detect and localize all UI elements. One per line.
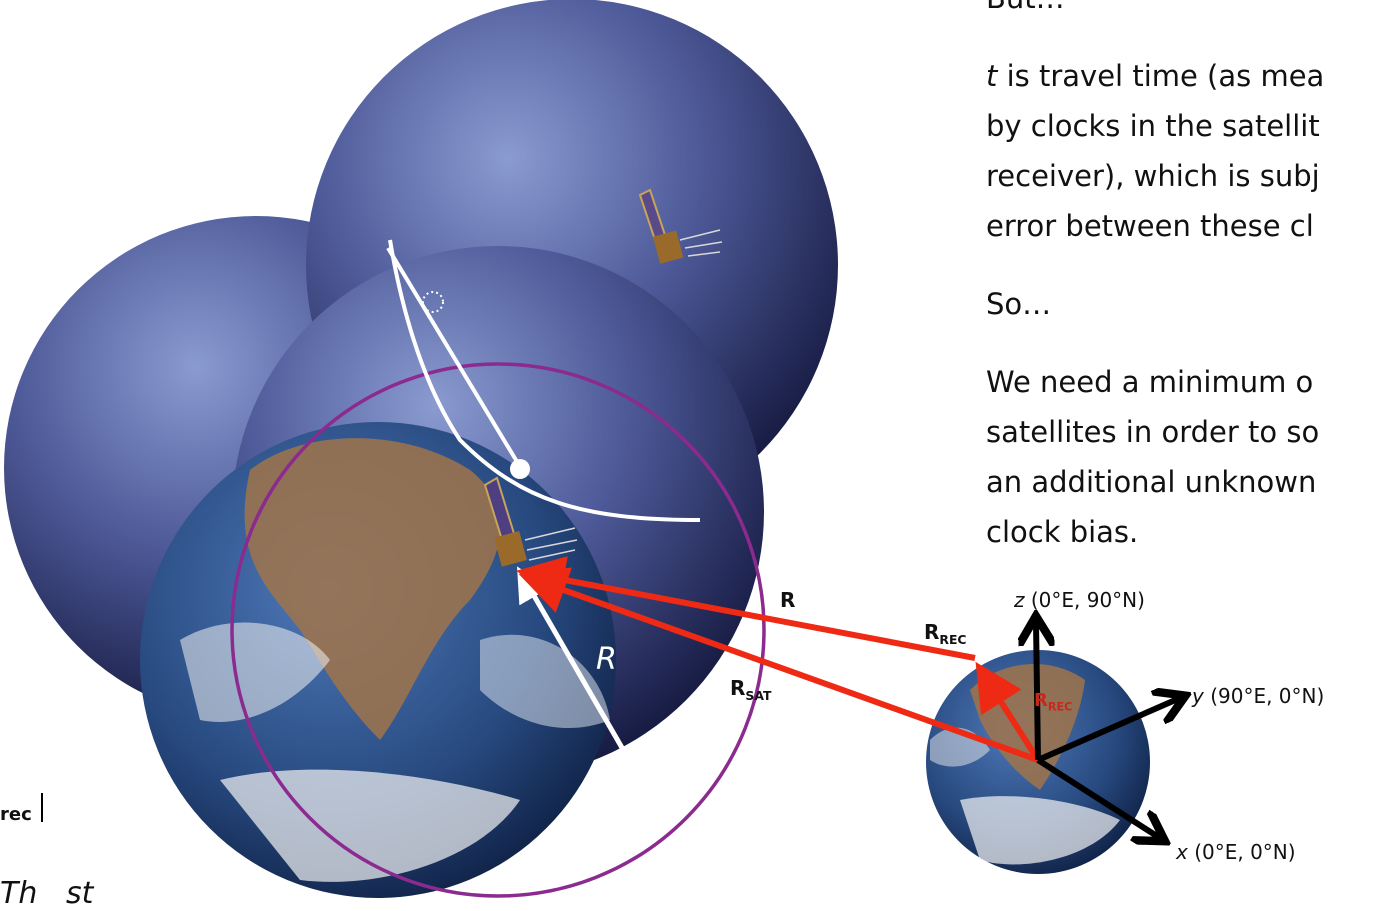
var-t: t	[986, 59, 997, 93]
fragment-rec: rec	[0, 804, 32, 825]
para1-line1-rest: is travel time (as mea	[997, 59, 1324, 93]
text-but: But…	[986, 0, 1065, 18]
label-radius: R	[596, 642, 617, 677]
text-para2-line3: an additional unknown	[986, 462, 1316, 502]
text-para2-line1: We need a minimum o	[986, 362, 1313, 402]
label-y-axis: y (90°E, 0°N)	[1192, 684, 1324, 708]
fragment-bottom-text: Th st	[0, 876, 93, 911]
earth-large-icon	[140, 422, 616, 898]
text-so: So…	[986, 284, 1051, 324]
label-vector-r: R	[780, 588, 795, 612]
text-para1-line1: t is travel time (as mea	[986, 56, 1324, 96]
intersection-point	[510, 459, 530, 479]
label-x-axis: x (0°E, 0°N)	[1176, 840, 1296, 864]
text-para1-line4: error between these cl	[986, 206, 1314, 246]
label-r-sat: RSAT	[730, 676, 771, 703]
label-r-rec: RREC	[924, 620, 967, 647]
text-para1-line3: receiver), which is subj	[986, 156, 1320, 196]
label-r-rec-small: RREC	[1034, 690, 1072, 714]
text-para2-line4: clock bias.	[986, 512, 1138, 552]
label-z-axis: z (0°E, 90°N)	[1014, 588, 1145, 612]
text-para1-line2: by clocks in the satellit	[986, 106, 1320, 146]
text-para2-line2: satellites in order to so	[986, 412, 1319, 452]
